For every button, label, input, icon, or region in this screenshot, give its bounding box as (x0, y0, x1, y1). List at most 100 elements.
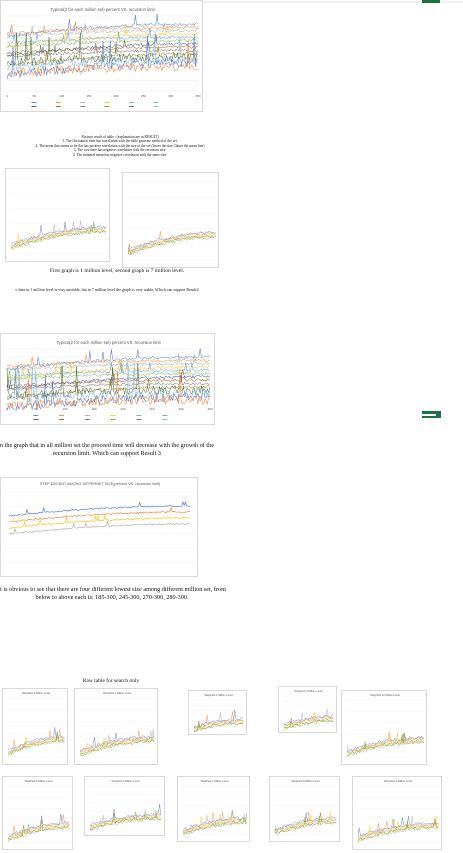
chart-line (182, 813, 247, 836)
figure-3: STEP DECENT AMONG DIFFERNET SIZE(percent… (0, 477, 198, 577)
chart-line (283, 714, 334, 726)
paragraph: n the graph that in all million set the … (0, 442, 214, 457)
chart-line (6, 22, 198, 39)
thumbnail: Weighted 3 Million Level (2, 688, 68, 765)
chart-line (274, 815, 337, 836)
thumbnail-1m (5, 168, 110, 262)
chart-image: Weighted 4 Million Level (283, 689, 335, 731)
thumbnail: Weighted 2 Million Level (188, 690, 247, 735)
chart-line (8, 731, 65, 755)
chart-line (6, 362, 211, 400)
figure-2: Typical(2 for each million set) percent … (0, 333, 215, 425)
x-tick-label: 300 (168, 94, 173, 98)
chart-line (8, 506, 191, 523)
legend-swatch (55, 106, 61, 107)
chart-line (89, 813, 161, 827)
chart-line (79, 732, 155, 752)
chart-title: Weighted 10 Million Level (370, 693, 400, 697)
chart-line (193, 711, 244, 729)
chart-title: Weighted 1 Million Level (103, 691, 131, 695)
chart-line (6, 25, 199, 48)
chart-line (6, 21, 199, 36)
chart-title: STEP DECENT AMONG DIFFERNET SIZE(percent… (40, 482, 161, 486)
chart-line (6, 375, 211, 412)
chart-image: Weighted 5 Million Level (7, 779, 71, 843)
chart-image (127, 181, 217, 261)
x-tick-label: 200 (114, 94, 119, 98)
legend-swatch (84, 415, 90, 416)
legend-swatch (59, 415, 65, 416)
chart-line (6, 353, 210, 371)
x-tick-label: 150 (91, 407, 96, 411)
x-tick-label: 150 (86, 94, 91, 98)
thumbnail: Weighted 7 Million Level (177, 776, 250, 842)
abstract-list: 1. The fluctuation time has correlation … (10, 139, 230, 157)
abstract-item: 1. The fluctuation time has correlation … (62, 139, 178, 144)
legend-swatch (162, 415, 168, 416)
abstract-item: 4. The minimal mean has negative correla… (72, 152, 168, 157)
chart-image: Weighted 6 Million Level (89, 779, 163, 832)
thumbnail: Weighted 8 Million Level (269, 776, 340, 842)
chart-line (6, 40, 198, 77)
chart-title: Weighted 5 Million Level (24, 779, 52, 783)
chart-image: Weighted 2 Million Level (193, 693, 245, 733)
chart-line (7, 728, 65, 754)
chart-line (274, 811, 337, 834)
chart-line (89, 813, 161, 831)
thumbnail: Weighted 5 Million Level (2, 776, 73, 850)
chart-title: Weighted 3 Million Level (22, 691, 50, 695)
figure-1: Typical(2 for each million set) percent … (0, 0, 203, 112)
chart-line (6, 374, 211, 390)
legend-swatch (33, 419, 39, 420)
chart-image: Weighted 8 Million Level (274, 779, 338, 836)
legend-swatch (80, 102, 86, 103)
legend-swatch (110, 419, 116, 420)
x-tick-label: 100 (62, 407, 67, 411)
chart-line (357, 818, 439, 842)
legend-swatch (136, 415, 142, 416)
thumbnail-7m (122, 172, 219, 268)
chart-line (10, 227, 106, 247)
chart-image: Typical(2 for each million set) percent … (6, 340, 213, 420)
thumbnail: Weighted 4 Million Level (278, 686, 337, 733)
chart-line (193, 722, 244, 733)
chart-line (127, 235, 216, 255)
chart-line (283, 719, 334, 731)
chart-title: Typical(2 for each million set) percent … (50, 7, 155, 12)
chart-line (6, 31, 199, 49)
thumbnail: Weighted 10 Million Level (341, 690, 427, 765)
chart-line (79, 740, 155, 756)
chart-line (7, 736, 65, 754)
x-tick-label: 100 (59, 94, 64, 98)
x-tick-label: 250 (141, 94, 146, 98)
chart-line (6, 354, 210, 368)
chart-line (6, 348, 210, 370)
abstract-heading: Abstract result of table : (explanation … (81, 135, 159, 139)
legend-swatch (31, 106, 37, 107)
chart-line (89, 815, 161, 828)
abstract: Abstract result of table : (explanation … (10, 135, 230, 157)
chart-line (7, 733, 65, 757)
chart-line (6, 360, 210, 381)
chart-line (7, 823, 70, 840)
chart-line (6, 361, 210, 378)
legend-swatch (104, 106, 110, 107)
chart-line (10, 222, 106, 250)
x-tick-label: 200 (120, 407, 125, 411)
x-tick-label: 250 (149, 407, 154, 411)
chart-line (182, 812, 247, 832)
chart-line (182, 810, 247, 831)
legend-swatch (33, 415, 39, 416)
chart-line (6, 40, 198, 55)
chart-image: Weighted 3 Million Level (7, 691, 66, 758)
legend-swatch (31, 102, 37, 103)
chart-line (10, 229, 106, 249)
chart-title: Weighted 2 Million Level (204, 693, 232, 697)
legend-swatch (80, 106, 86, 107)
chart-line (6, 369, 210, 411)
chart-line (6, 37, 199, 71)
x-tick-label: 50 (33, 94, 37, 98)
x-tick-label: 50 (34, 407, 38, 411)
section-heading: Raw table for search only (82, 678, 140, 684)
chart-line (127, 231, 216, 250)
